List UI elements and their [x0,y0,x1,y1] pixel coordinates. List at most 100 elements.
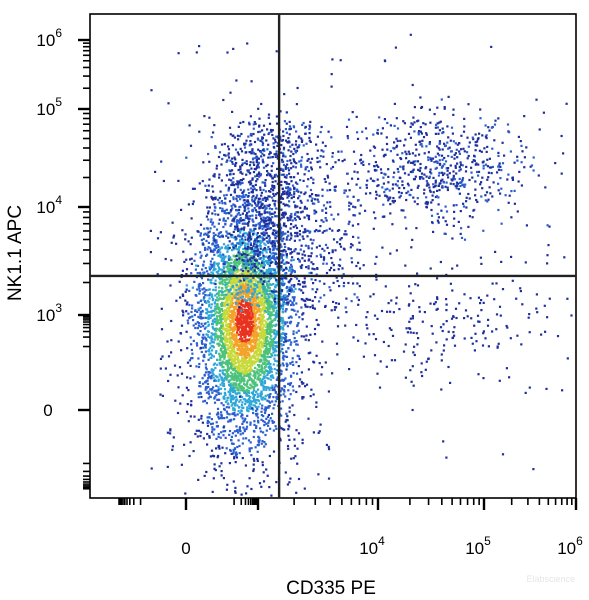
event-dot [221,344,224,347]
event-dot [266,297,269,300]
event-dot [298,316,301,319]
event-dot [191,357,194,360]
event-dot [212,345,215,348]
event-dot [192,450,195,453]
event-dot [246,248,249,251]
event-dot [251,196,254,199]
event-dot [236,348,239,351]
event-dot [239,351,242,354]
event-dot [247,245,250,248]
event-dot [196,327,199,330]
event-dot [217,378,220,381]
event-dot [263,372,266,375]
event-dot [265,276,268,279]
event-dot [251,251,255,254]
event-dot [232,279,235,282]
event-dot [260,213,263,216]
event-dot [250,310,253,313]
event-dot [238,348,241,351]
event-dot [242,327,245,330]
event-dot [221,253,225,256]
event-dot [230,331,234,335]
event-dot [239,121,242,124]
event-dot [237,377,240,380]
event-dot [231,384,234,387]
event-dot [254,288,257,291]
event-dot [255,414,258,417]
event-dot [300,224,304,228]
event-dot [271,419,274,422]
event-dot [221,322,225,325]
event-dot [254,279,257,282]
event-dot [283,341,286,344]
event-dot [232,268,235,271]
event-dot [235,374,238,377]
event-dot [226,396,229,399]
event-dot [302,144,305,147]
event-dot [273,247,276,250]
event-dot [189,144,193,147]
event-dot [281,231,284,234]
event-dot [228,393,231,396]
event-dot [235,283,238,287]
event-dot [262,307,265,310]
event-dot [239,324,242,327]
event-dot [204,344,207,347]
event-dot [264,243,267,246]
event-dot [240,377,243,380]
event-dot [245,200,248,203]
event-dot [232,244,235,247]
event-dot [230,343,233,347]
event-dot [305,207,308,210]
event-dot [255,233,258,236]
event-dot [288,133,291,136]
event-dot [221,283,224,286]
event-dot [227,356,230,359]
event-dot [276,360,279,363]
event-dot [205,215,208,218]
event-dot [264,293,267,296]
event-dot [249,423,252,426]
event-dot [239,314,242,317]
event-dot [246,373,249,376]
event-dot [227,368,230,371]
event-dot [282,294,285,297]
event-dot [247,351,250,354]
event-dot [149,251,152,254]
event-dot [269,151,272,154]
event-dot [255,257,258,261]
event-dot [239,253,242,256]
event-dot [261,286,264,289]
event-dot [311,242,314,245]
event-dot [252,404,255,407]
event-dot [281,160,284,163]
event-dot [208,350,211,353]
event-dot [196,344,199,347]
event-dot [249,296,252,299]
event-dot [219,254,223,257]
event-dot [247,169,251,172]
event-dot [192,200,195,203]
event-dot [237,312,240,315]
event-dot [228,293,232,296]
event-dot [194,309,197,313]
event-dot [224,350,227,353]
event-dot [264,248,268,251]
event-dot [249,337,252,341]
event-dot [228,325,232,328]
event-dot [234,314,237,317]
event-dot [228,433,231,436]
event-dot [238,373,241,376]
event-dot [233,216,236,219]
event-dot [267,195,270,198]
event-dot [210,218,213,221]
event-dot [288,438,291,441]
event-dot [236,151,239,154]
event-dot [291,360,294,363]
event-dot [219,362,222,365]
event-dot [256,304,259,307]
event-dot [225,338,228,341]
event-dot [244,287,247,290]
event-dot [241,322,244,325]
event-dot [256,174,259,177]
